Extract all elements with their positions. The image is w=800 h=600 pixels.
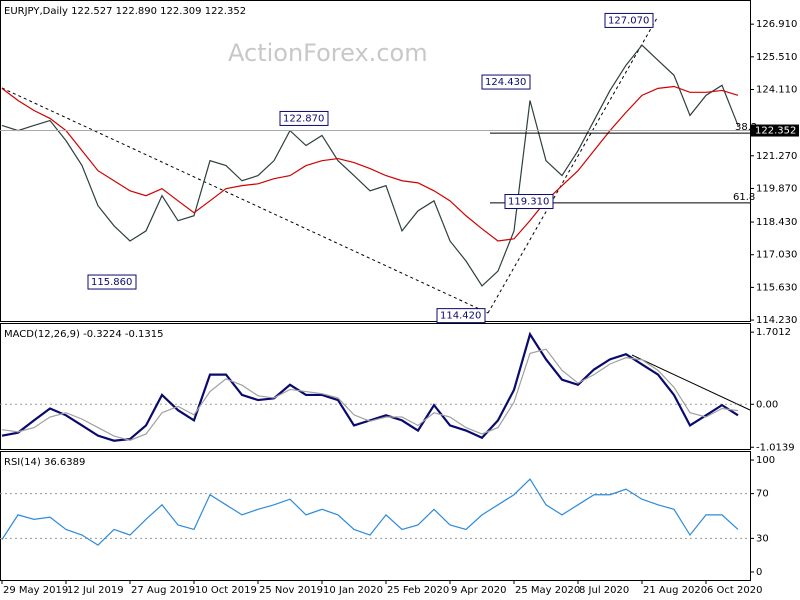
x-tick-label: 9 Apr 2020 bbox=[451, 585, 506, 596]
panel-title: MACD(12,26,9) -0.3224 -0.1315 bbox=[4, 329, 164, 340]
y-tick-label: 1.7012 bbox=[756, 327, 791, 338]
price-label: 127.070 bbox=[608, 15, 649, 26]
x-tick-label: 10 Jan 2020 bbox=[323, 585, 383, 596]
x-tick-label: 25 May 2020 bbox=[515, 585, 580, 596]
price-label-box bbox=[279, 110, 329, 126]
y-tick-label: 0 bbox=[756, 567, 762, 578]
series-line bbox=[1, 478, 739, 546]
y-tick-label: 119.870 bbox=[756, 183, 797, 194]
series-line bbox=[1, 331, 739, 442]
last-price-label: 122.352 bbox=[755, 126, 796, 137]
last-price-box bbox=[751, 124, 799, 137]
price-label-box bbox=[481, 74, 531, 90]
price-label: 122.870 bbox=[283, 113, 324, 124]
price-label-box bbox=[504, 194, 554, 210]
x-tick-label: 25 Feb 2020 bbox=[387, 585, 449, 596]
y-tick-label: 117.030 bbox=[756, 250, 797, 261]
price-label: 124.430 bbox=[485, 77, 526, 88]
panel-frame bbox=[0, 0, 751, 322]
watermark: ActionForex.com bbox=[228, 39, 428, 67]
panel-title: EURJPY,Daily 122.527 122.890 122.309 122… bbox=[4, 6, 246, 17]
y-tick-label: 30 bbox=[756, 533, 769, 544]
x-tick-label: 25 Nov 2019 bbox=[259, 585, 323, 596]
panel-frame bbox=[0, 451, 751, 581]
y-tick-label: 118.430 bbox=[756, 217, 797, 228]
y-tick-label: 124.110 bbox=[756, 85, 797, 96]
x-tick-label: 27 Aug 2019 bbox=[131, 585, 195, 596]
fib-label: 61.8 bbox=[733, 192, 755, 203]
y-tick-label: 70 bbox=[756, 489, 769, 500]
price-label-box bbox=[604, 12, 654, 28]
trendline bbox=[631, 354, 751, 411]
price-label-box bbox=[87, 274, 137, 290]
x-tick-label: 12 Jul 2019 bbox=[67, 585, 124, 596]
series-line bbox=[1, 44, 739, 287]
trendline bbox=[1, 87, 489, 314]
x-tick-label: 21 Aug 2020 bbox=[643, 585, 707, 596]
y-tick-label: 114.230 bbox=[756, 315, 797, 326]
y-tick-label: 126.910 bbox=[756, 19, 797, 30]
price-label: 114.420 bbox=[440, 311, 481, 322]
y-tick-label: 121.270 bbox=[756, 151, 797, 162]
y-tick-label: -1.0139 bbox=[756, 442, 795, 453]
price-label: 115.860 bbox=[91, 277, 132, 288]
fib-label: 38.2 bbox=[735, 122, 757, 133]
price-label: 119.310 bbox=[508, 197, 549, 208]
x-tick-label: 29 May 2019 bbox=[3, 585, 68, 596]
y-tick-label: 100 bbox=[756, 455, 775, 466]
x-tick-label: 10 Oct 2019 bbox=[195, 585, 257, 596]
trendline bbox=[487, 17, 658, 314]
price-label-box bbox=[436, 308, 486, 324]
y-tick-label: 0.00 bbox=[756, 399, 778, 410]
x-tick-label: 8 Jul 2020 bbox=[579, 585, 629, 596]
series-line bbox=[1, 348, 739, 441]
panel-title: RSI(14) 36.6389 bbox=[4, 457, 85, 468]
y-tick-label: 125.510 bbox=[756, 52, 797, 63]
x-tick-label: 6 Oct 2020 bbox=[707, 585, 762, 596]
y-tick-label: 115.630 bbox=[756, 282, 797, 293]
series-line bbox=[1, 85, 739, 242]
panel-frame bbox=[0, 323, 751, 450]
